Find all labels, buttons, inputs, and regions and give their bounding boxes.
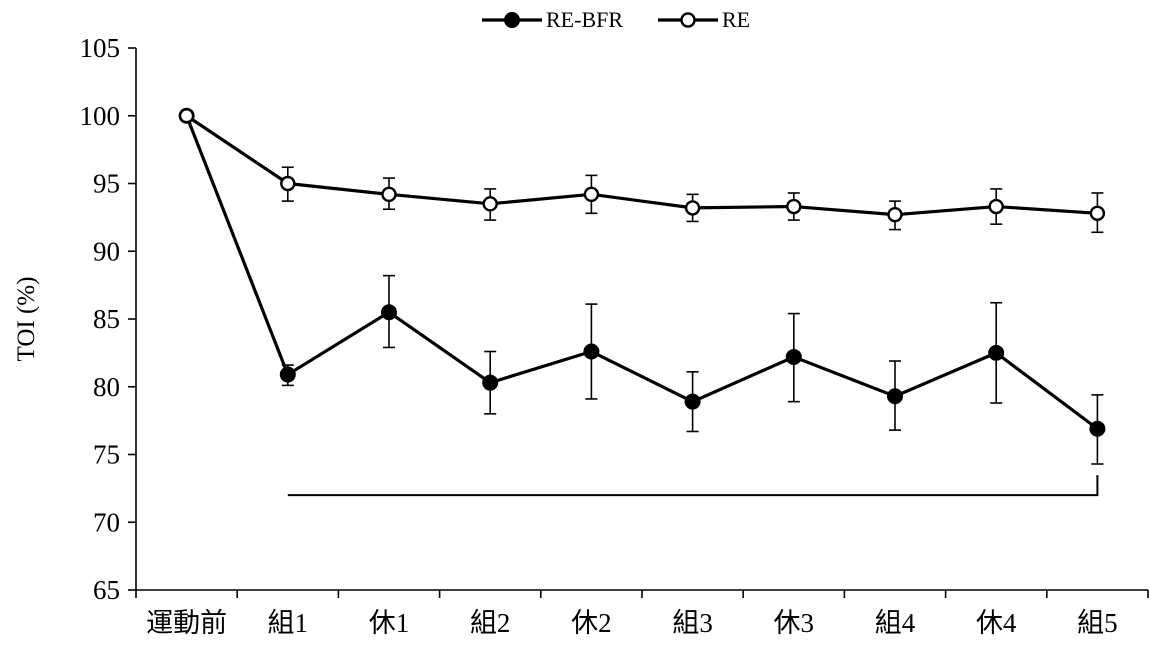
data-point [686, 201, 699, 214]
data-point [889, 208, 902, 221]
x-tick-label: 休1 [369, 608, 410, 638]
data-point [888, 389, 903, 404]
data-point [787, 200, 800, 213]
series-re [180, 109, 1104, 232]
x-tick-label: 組4 [875, 608, 916, 638]
series-line [187, 116, 1098, 215]
data-point [1091, 207, 1104, 220]
x-tick-label: 組5 [1077, 608, 1118, 638]
data-point [383, 188, 396, 201]
x-tick-label: 組1 [268, 608, 309, 638]
y-tick-label: 95 [93, 169, 120, 199]
y-tick-label: 90 [93, 236, 120, 266]
data-point [685, 394, 700, 409]
data-point [585, 188, 598, 201]
x-tick-label: 休4 [976, 608, 1017, 638]
significance-bracket [288, 475, 1098, 495]
legend-marker [682, 14, 695, 27]
x-tick-label: 運動前 [146, 608, 227, 638]
x-tick-label: 組2 [470, 608, 511, 638]
legend-marker [505, 13, 520, 28]
legend-item: RE-BFR [482, 7, 623, 32]
y-tick-label: 65 [93, 575, 120, 605]
y-tick-label: 85 [93, 304, 120, 334]
data-point [786, 349, 801, 364]
y-tick-label: 80 [93, 372, 120, 402]
legend-item: RE [658, 7, 750, 32]
series-re-bfr [179, 108, 1105, 464]
data-point [382, 305, 397, 320]
data-point [483, 375, 498, 390]
y-axis-title: TOI (%) [13, 277, 40, 362]
data-point [281, 177, 294, 190]
data-point [484, 197, 497, 210]
data-point [280, 367, 295, 382]
y-tick-label: 75 [93, 440, 120, 470]
data-point [180, 109, 193, 122]
data-point [990, 200, 1003, 213]
data-point [989, 345, 1004, 360]
x-tick-label: 組3 [672, 608, 713, 638]
legend-label: RE [722, 7, 750, 32]
y-tick-label: 70 [93, 507, 120, 537]
x-tick-label: 休2 [571, 608, 612, 638]
x-tick-label: 休3 [774, 608, 815, 638]
legend-label: RE-BFR [546, 7, 623, 32]
data-point [1090, 421, 1105, 436]
data-point [584, 344, 599, 359]
y-tick-label: 105 [80, 33, 121, 63]
y-tick-label: 100 [80, 101, 121, 131]
series-line [187, 116, 1098, 429]
